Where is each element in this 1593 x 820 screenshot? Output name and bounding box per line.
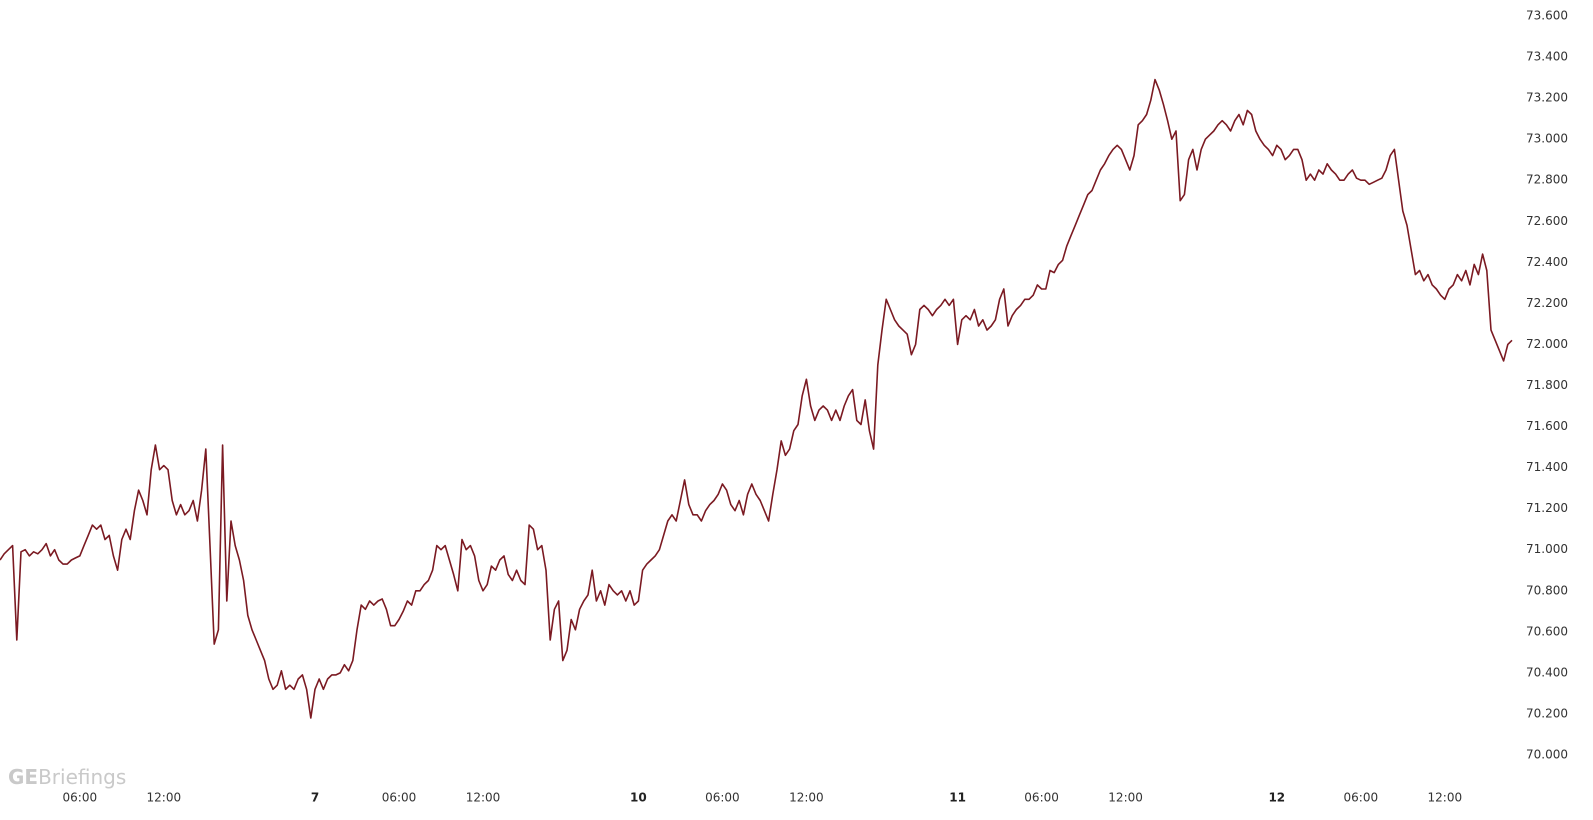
y-tick-label: 73.000 [1526, 132, 1568, 146]
y-tick-label: 70.000 [1526, 748, 1568, 762]
watermark-bold: GE [8, 765, 38, 789]
y-tick-label: 70.600 [1526, 624, 1568, 638]
y-tick-label: 72.200 [1526, 296, 1568, 310]
y-tick-label: 72.600 [1526, 214, 1568, 228]
y-tick-label: 70.400 [1526, 665, 1568, 679]
x-tick-label: 06:00 [63, 791, 98, 805]
x-tick-label: 12:00 [147, 791, 182, 805]
y-tick-label: 72.800 [1526, 173, 1568, 187]
y-tick-label: 71.200 [1526, 501, 1568, 515]
x-tick-label: 7 [311, 791, 319, 805]
y-tick-label: 73.200 [1526, 91, 1568, 105]
price-line [0, 78, 1513, 719]
y-tick-label: 73.400 [1526, 50, 1568, 64]
y-tick-label: 72.400 [1526, 255, 1568, 269]
y-tick-label: 71.800 [1526, 378, 1568, 392]
y-tick-label: 71.400 [1526, 460, 1568, 474]
y-tick-label: 70.800 [1526, 583, 1568, 597]
y-tick-label: 71.600 [1526, 419, 1568, 433]
y-tick-label: 73.600 [1526, 9, 1568, 23]
x-tick-label: 11 [949, 791, 966, 805]
y-tick-label: 72.000 [1526, 337, 1568, 351]
watermark-rest: Briefings [38, 765, 126, 789]
x-tick-label: 12 [1268, 791, 1285, 805]
x-tick-label: 06:00 [1344, 791, 1379, 805]
x-tick-label: 12:00 [1428, 791, 1463, 805]
x-tick-label: 12:00 [789, 791, 824, 805]
x-tick-label: 12:00 [466, 791, 501, 805]
y-tick-label: 71.000 [1526, 542, 1568, 556]
x-tick-label: 06:00 [382, 791, 417, 805]
x-tick-label: 06:00 [1024, 791, 1059, 805]
y-tick-label: 70.200 [1526, 706, 1568, 720]
watermark: GEBriefings [8, 765, 126, 789]
x-tick-label: 10 [630, 791, 647, 805]
x-tick-label: 06:00 [705, 791, 740, 805]
x-tick-label: 12:00 [1108, 791, 1143, 805]
